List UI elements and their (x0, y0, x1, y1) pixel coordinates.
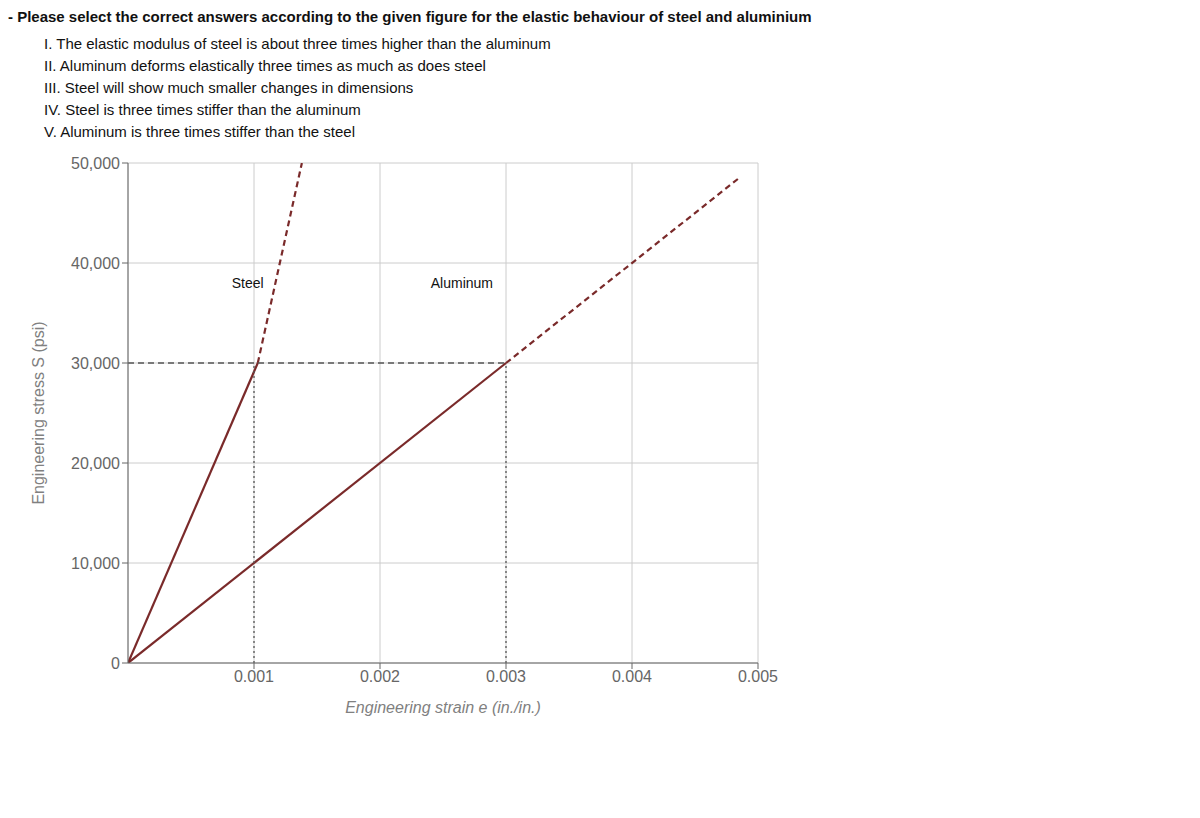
svg-text:0.003: 0.003 (486, 668, 526, 685)
html-text:V. Aluminum is three times sti: V. Aluminum is three times stiffer than … (44, 123, 355, 140)
html-text:- Please select the correct an: - Please select the correct answers acco… (8, 8, 812, 25)
html-text:IV. Steel is three times stiff: IV. Steel is three times stiffer than th… (44, 101, 361, 118)
svg-text:Aluminum: Aluminum (431, 275, 493, 291)
svg-text:40,000: 40,000 (71, 255, 120, 272)
svg-text:0.002: 0.002 (360, 668, 400, 685)
svg-text:Engineering strain e (in./in.): Engineering strain e (in./in.) (345, 699, 541, 716)
svg-text:0.005: 0.005 (738, 668, 778, 685)
svg-text:0.001: 0.001 (234, 668, 274, 685)
svg-text:10,000: 10,000 (71, 555, 120, 572)
svg-text:Engineering stress S (psi): Engineering stress S (psi) (30, 321, 47, 504)
html-text:I. The elastic modulus of stee: I. The elastic modulus of steel is about… (44, 35, 551, 52)
svg-text:20,000: 20,000 (71, 455, 120, 472)
html-text:III. Steel will show much smal: III. Steel will show much smaller change… (44, 79, 414, 96)
svg-text:Steel: Steel (232, 275, 264, 291)
svg-text:50,000: 50,000 (71, 155, 120, 172)
html-text:II. Aluminum deforms elastical: II. Aluminum deforms elastically three t… (44, 57, 486, 74)
svg-text:30,000: 30,000 (71, 355, 120, 372)
svg-text:0: 0 (111, 655, 120, 672)
svg-text:0.004: 0.004 (612, 668, 652, 685)
